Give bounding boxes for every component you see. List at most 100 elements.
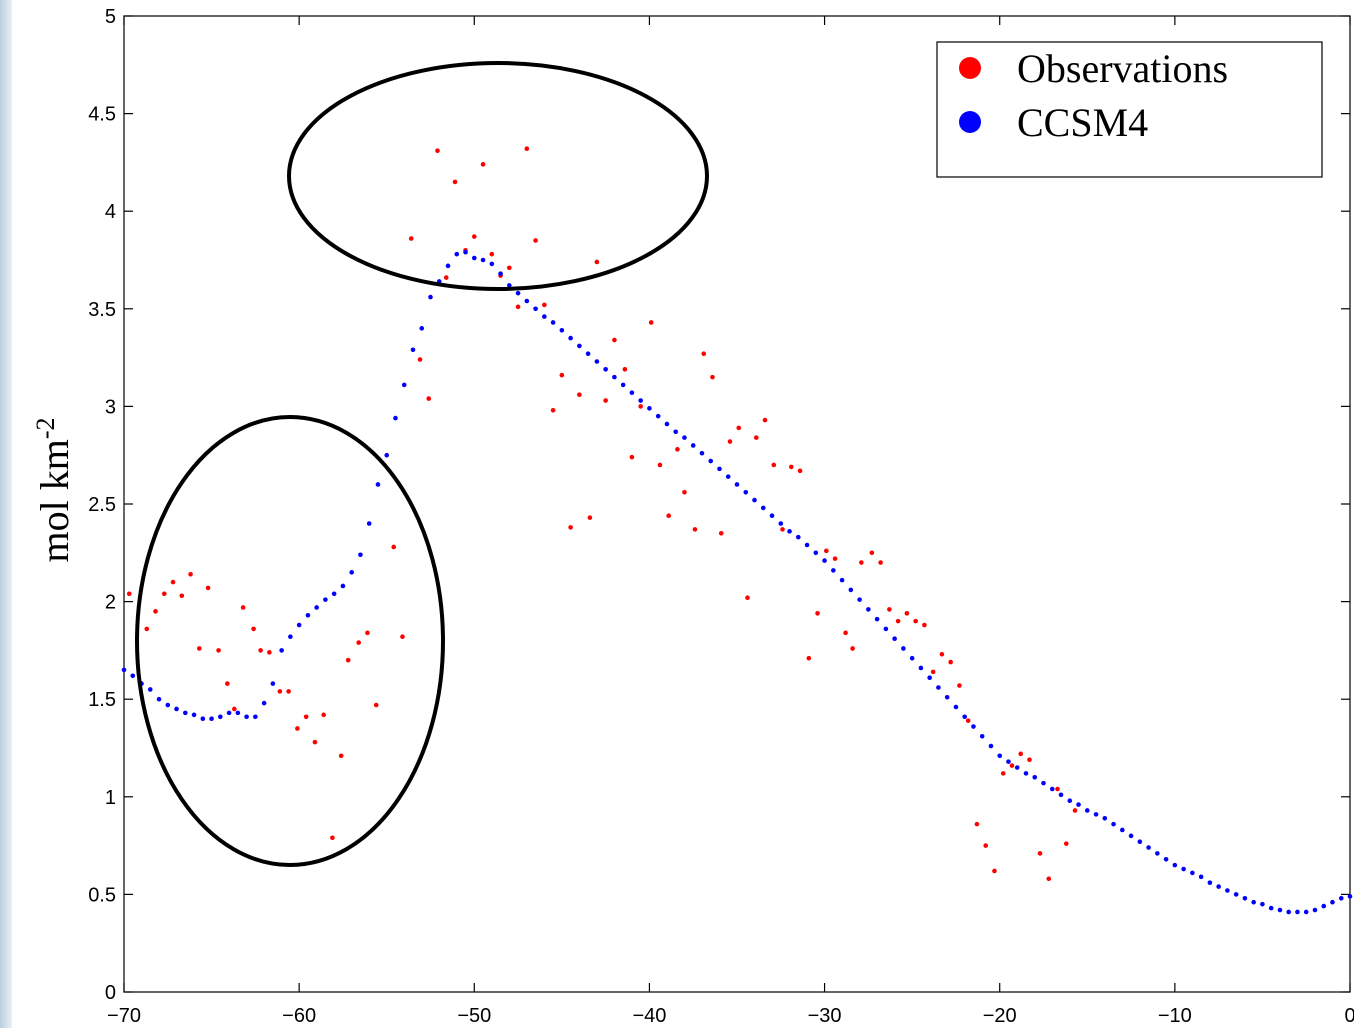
- data-point: [892, 636, 897, 641]
- data-point: [288, 634, 293, 640]
- data-point: [1137, 839, 1143, 844]
- data-point: [121, 667, 127, 673]
- data-point: [1260, 901, 1265, 907]
- data-point: [321, 712, 326, 718]
- data-point: [417, 357, 423, 362]
- data-point: [979, 733, 985, 739]
- data-point: [692, 527, 698, 532]
- data-point: [1330, 899, 1335, 905]
- data-point: [655, 413, 661, 419]
- legend-label: CCSM4: [1017, 100, 1148, 145]
- data-point: [498, 271, 503, 276]
- data-point: [736, 425, 742, 431]
- data-point: [1303, 909, 1309, 915]
- data-point: [480, 162, 486, 167]
- legend-label: Observations: [1017, 46, 1228, 91]
- data-point: [944, 694, 950, 700]
- data-point: [191, 712, 197, 718]
- data-point: [1295, 909, 1300, 915]
- data-point: [443, 275, 449, 280]
- data-point: [843, 630, 848, 636]
- data-point: [559, 372, 565, 378]
- data-point: [366, 521, 372, 526]
- data-point: [603, 398, 608, 403]
- data-point: [957, 683, 962, 688]
- data-point: [603, 367, 608, 372]
- data-point: [638, 404, 643, 409]
- y-tick-label: 1: [105, 787, 116, 809]
- data-point: [1102, 815, 1108, 821]
- data-point: [869, 550, 875, 556]
- data-point: [426, 396, 432, 401]
- data-point: [612, 374, 617, 380]
- x-tick-label: −30: [808, 1005, 842, 1027]
- data-point: [832, 556, 838, 561]
- data-point: [471, 234, 477, 239]
- data-point: [1076, 802, 1081, 807]
- data-point: [1190, 870, 1195, 876]
- window-edge: [0, 0, 12, 1028]
- data-point: [839, 577, 845, 583]
- data-point: [161, 591, 167, 597]
- data-point: [1155, 851, 1160, 856]
- data-point: [587, 515, 593, 520]
- data-point: [296, 622, 302, 628]
- legend: Observations CCSM4: [936, 41, 1323, 178]
- data-point: [762, 417, 768, 423]
- data-point: [1000, 771, 1006, 776]
- data-point: [753, 435, 759, 440]
- data-point: [314, 605, 319, 610]
- data-point: [435, 148, 440, 153]
- data-point: [743, 489, 749, 495]
- data-point: [312, 739, 318, 745]
- y-tick-label: 3: [105, 396, 116, 418]
- data-point: [365, 630, 370, 636]
- data-point: [568, 525, 573, 530]
- data-point: [393, 415, 398, 421]
- x-tick-label: −70: [107, 1005, 141, 1027]
- data-point: [295, 726, 300, 731]
- data-point: [1014, 765, 1020, 770]
- data-point: [1338, 896, 1344, 901]
- data-point: [771, 462, 777, 468]
- data-point: [1216, 884, 1221, 889]
- data-point: [550, 320, 556, 325]
- data-point: [948, 659, 953, 665]
- data-point: [918, 665, 924, 671]
- data-point: [983, 843, 989, 848]
- data-point: [225, 681, 230, 686]
- legend-box: [936, 41, 1323, 178]
- data-point: [710, 374, 715, 380]
- data-point: [1321, 903, 1327, 909]
- data-point: [1286, 909, 1291, 915]
- data-point: [1207, 880, 1213, 885]
- data-point: [1111, 821, 1116, 827]
- data-point: [251, 626, 256, 632]
- data-point: [235, 710, 241, 716]
- data-point: [550, 408, 556, 413]
- y-axis-label-superscript: -2: [31, 417, 60, 439]
- data-point: [727, 439, 733, 444]
- data-point: [913, 618, 918, 624]
- data-point: [1067, 798, 1073, 804]
- data-point: [1023, 771, 1029, 776]
- y-tick-label: 4.5: [88, 104, 116, 126]
- x-tick-label: 0: [1344, 1005, 1354, 1027]
- data-point: [568, 335, 573, 341]
- data-point: [895, 618, 901, 624]
- data-point: [675, 447, 680, 452]
- y-tick-label: 2.5: [88, 494, 116, 516]
- data-point: [690, 443, 696, 448]
- data-point: [883, 626, 889, 632]
- data-point: [1063, 841, 1069, 846]
- data-point: [1146, 845, 1151, 850]
- data-point: [824, 548, 829, 554]
- data-point: [887, 607, 892, 612]
- data-point: [1172, 862, 1178, 868]
- data-point: [922, 622, 927, 628]
- data-point: [156, 696, 162, 702]
- data-point: [144, 626, 150, 632]
- data-point: [815, 611, 820, 616]
- data-point: [232, 706, 237, 712]
